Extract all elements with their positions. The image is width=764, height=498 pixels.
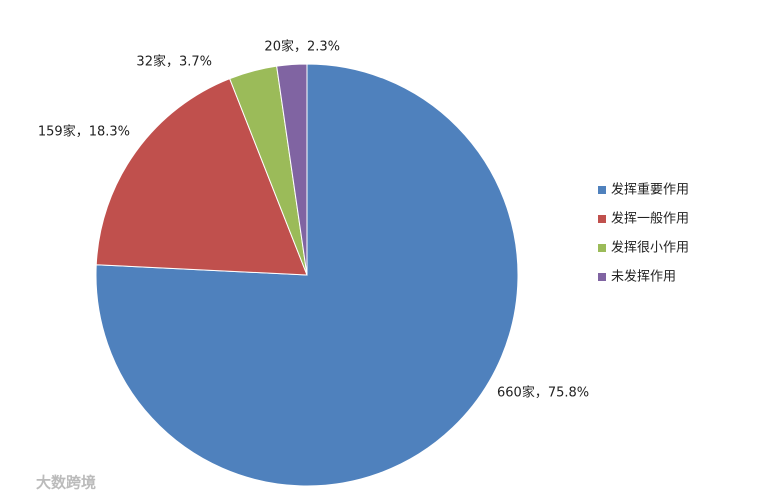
- legend-swatch: [598, 273, 606, 281]
- legend-label: 发挥重要作用: [611, 182, 689, 198]
- legend-swatch: [598, 244, 606, 252]
- pie-slice: [95, 78, 308, 276]
- data-label: 32家，3.7%: [136, 54, 212, 70]
- data-label: 20家，2.3%: [264, 39, 340, 55]
- legend-label: 发挥很小作用: [611, 240, 689, 256]
- legend-swatch: [598, 215, 606, 223]
- legend-label: 未发挥作用: [611, 269, 676, 285]
- watermark: 大数跨境: [36, 474, 96, 492]
- data-label: 159家，18.3%: [38, 124, 130, 140]
- legend-label: 发挥一般作用: [611, 211, 689, 227]
- pie-slice: [276, 63, 308, 276]
- pie-slice: [95, 63, 519, 487]
- legend-swatch: [598, 186, 606, 194]
- data-label: 660家，75.8%: [497, 385, 589, 401]
